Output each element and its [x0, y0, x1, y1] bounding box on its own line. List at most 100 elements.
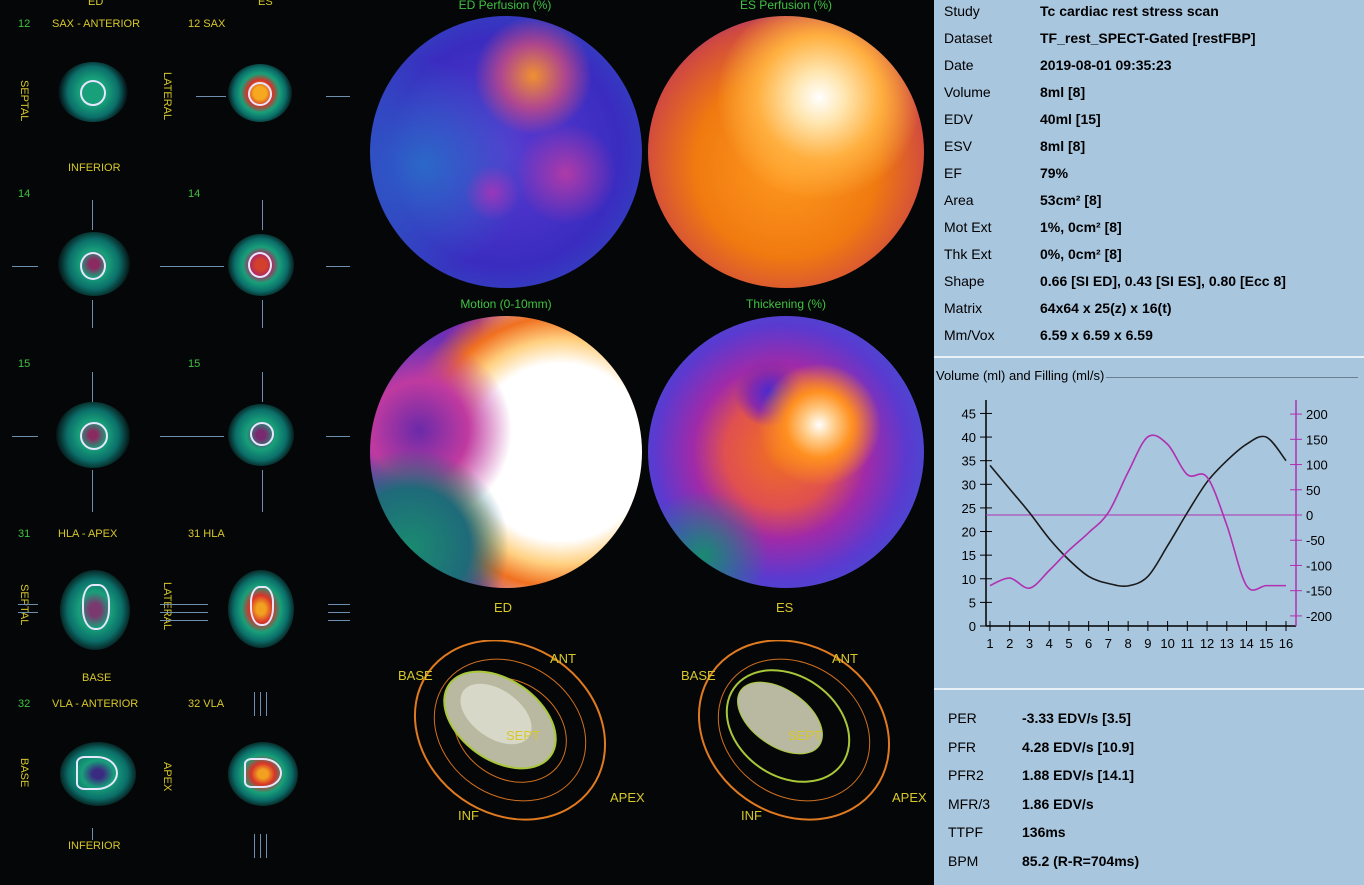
- motion-title: Motion (0-10mm): [460, 297, 552, 311]
- left-tick-label: 25: [962, 501, 976, 516]
- metric-key: PFR: [948, 738, 976, 755]
- info-key: EDV: [944, 111, 973, 127]
- x-tick-label: 3: [1026, 636, 1033, 651]
- x-tick-label: 12: [1200, 636, 1214, 651]
- vla-base-label: BASE: [18, 758, 30, 788]
- thickening-polar-map[interactable]: [648, 316, 924, 588]
- left-tick-label: 15: [962, 548, 976, 563]
- es-model-base-label: BASE: [681, 668, 716, 683]
- metric-value: 136ms: [1022, 824, 1066, 840]
- es-perfusion-title: ES Perfusion (%): [739, 0, 833, 12]
- x-tick-label: 15: [1259, 636, 1273, 651]
- x-tick-label: 7: [1105, 636, 1112, 651]
- left-tick-label: 45: [962, 406, 976, 421]
- info-key: ESV: [944, 138, 973, 154]
- sax-right-title: 12 SAX: [188, 18, 226, 30]
- metric-value: 1.88 EDV/s [14.1]: [1022, 767, 1135, 783]
- info-value: 8ml [8]: [1040, 84, 1086, 100]
- ed-model-inf-label: INF: [458, 808, 479, 823]
- lateral-label: LATERAL: [161, 72, 173, 121]
- x-tick-label: 11: [1181, 636, 1195, 651]
- vla-inferior-label: INFERIOR: [68, 840, 121, 852]
- thickening-title: Thickening (%): [745, 297, 827, 311]
- right-tick-label: 0: [1306, 508, 1313, 523]
- sax-ed-contour-1: [80, 80, 106, 106]
- info-key: Dataset: [944, 30, 993, 46]
- vla-slice-number: 32: [18, 698, 31, 710]
- vla-es-contour: [244, 758, 282, 788]
- septal-label: SEPTAL: [18, 80, 30, 122]
- ed-3d-wireframe-model[interactable]: [400, 640, 640, 840]
- hla-slice-number: 31: [18, 528, 31, 540]
- ed-column-label: ED: [88, 0, 104, 8]
- info-key: Study: [944, 3, 980, 19]
- x-tick-label: 4: [1046, 636, 1053, 651]
- x-tick-label: 13: [1220, 636, 1234, 651]
- thickening-es-label: ES: [776, 600, 794, 615]
- sax-slice-number: 12: [18, 18, 31, 30]
- info-key: Shape: [944, 273, 985, 289]
- filling-curve: [989, 434, 1286, 591]
- es-perfusion-polar-map[interactable]: [648, 16, 924, 288]
- info-key: Mot Ext: [944, 219, 992, 235]
- hla-base-label: BASE: [82, 672, 112, 684]
- info-value: TF_rest_SPECT-Gated [restFBP]: [1040, 30, 1256, 46]
- metric-key: MFR/3: [948, 795, 990, 812]
- x-tick-label: 9: [1144, 636, 1151, 651]
- left-tick-label: 40: [962, 430, 976, 445]
- info-panel: Study Tc cardiac rest stress scan Dataset T…: [934, 0, 1364, 885]
- metric-key: PER: [948, 710, 977, 726]
- sax-es-contour-1: [248, 82, 272, 106]
- metric-key: TTPF: [948, 824, 983, 840]
- info-value: 2019-08-01 09:35:23: [1040, 57, 1172, 73]
- volume-filling-chart: 051015202530354045-200-150-100-500501001…: [962, 400, 1332, 651]
- info-value: Tc cardiac rest stress scan: [1040, 3, 1219, 19]
- slice-number-15-ed: 15: [18, 358, 31, 370]
- info-value: 8ml [8]: [1040, 138, 1086, 154]
- hla-ed-contour: [82, 584, 110, 630]
- right-tick-label: 100: [1306, 458, 1328, 473]
- sax-anterior-label: SAX - ANTERIOR: [52, 18, 141, 30]
- ed-model-sept-label: SEPT: [506, 728, 540, 743]
- left-tick-label: 35: [962, 454, 976, 469]
- hla-apex-label: HLA - APEX: [58, 528, 118, 540]
- info-value: 64x64 x 25(z) x 16(t): [1040, 300, 1172, 316]
- info-key: Thk Ext: [944, 246, 992, 262]
- ed-model-ant-label: ANT: [550, 651, 576, 666]
- metric-value: 1.86 EDV/s: [1022, 795, 1094, 812]
- hla-lateral-label: LATERAL: [161, 582, 173, 631]
- hla-es-contour: [250, 586, 274, 626]
- es-model-apex-label: APEX: [892, 790, 927, 805]
- info-value: 6.59 x 6.59 x 6.59: [1040, 327, 1153, 343]
- es-3d-wireframe-model[interactable]: [684, 640, 924, 840]
- right-tick-label: 200: [1306, 407, 1328, 422]
- graph-title: Volume (ml) and Filling (ml/s): [934, 368, 1107, 383]
- es-model-ant-label: ANT: [832, 651, 858, 666]
- info-key: Mm/Vox: [944, 327, 995, 343]
- inferior-label: INFERIOR: [68, 162, 121, 174]
- sax-es-contour-2: [248, 252, 272, 278]
- left-tick-label: 20: [962, 525, 976, 540]
- ed-perfusion-polar-map[interactable]: [370, 16, 642, 288]
- info-key: Volume: [944, 84, 991, 100]
- x-tick-label: 10: [1160, 636, 1174, 651]
- slice-number-14-ed: 14: [18, 188, 31, 200]
- sax-ed-contour-2: [80, 252, 106, 280]
- metric-key: PFR2: [948, 767, 984, 783]
- volume-curve: [989, 435, 1287, 588]
- motion-ed-label: ED: [494, 600, 513, 615]
- info-key: Area: [944, 192, 974, 208]
- motion-polar-map[interactable]: [370, 316, 642, 588]
- right-tick-label: -50: [1306, 533, 1325, 548]
- x-tick-label: 16: [1279, 636, 1293, 651]
- slice-number-15-es: 15: [188, 358, 201, 370]
- info-value: 0.66 [SI ED], 0.43 [SI ES], 0.80 [Ecc 8]: [1040, 273, 1286, 289]
- metric-key: BPM: [948, 852, 979, 869]
- right-tick-label: 150: [1306, 432, 1328, 447]
- ed-model-apex-label: APEX: [610, 790, 645, 805]
- right-tick-label: -200: [1306, 609, 1332, 624]
- x-tick-label: 14: [1239, 636, 1253, 651]
- sax-ed-contour-3: [80, 422, 108, 450]
- right-tick-label: 50: [1306, 483, 1320, 498]
